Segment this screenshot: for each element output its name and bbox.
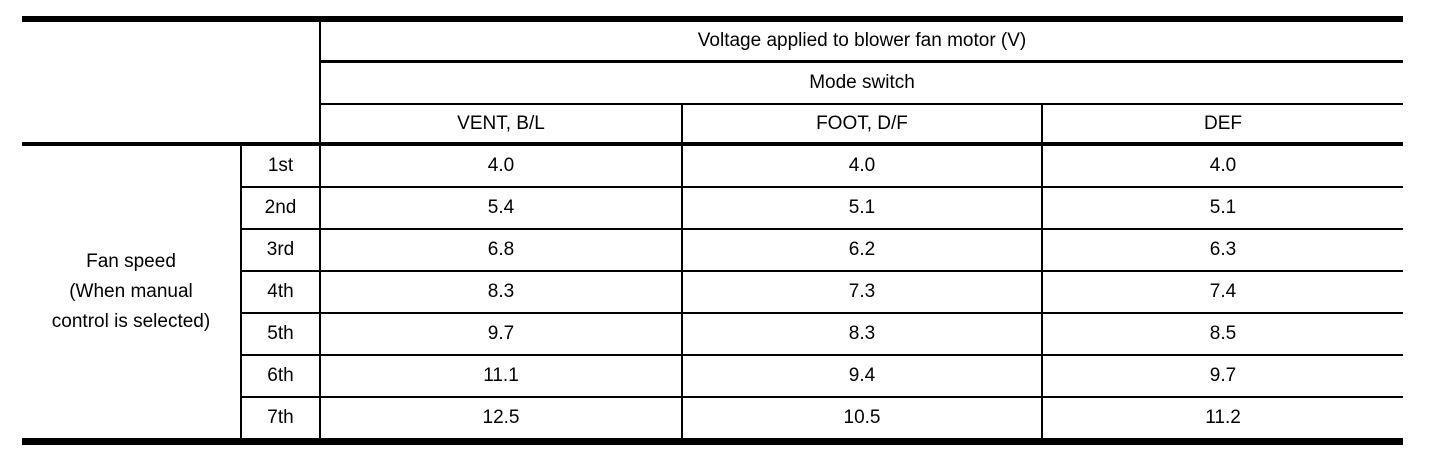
value-cell-vent: 11.1	[320, 355, 683, 398]
table-row-7th: 7th 12.5 10.5 11.2	[22, 397, 1404, 442]
table-title-cell: Voltage applied to blower fan motor (V)	[320, 19, 1404, 63]
header-row-title: Voltage applied to blower fan motor (V)	[22, 19, 1404, 146]
header-row-mode-columns: VENT, B/L FOOT, D/F DEF	[22, 104, 1404, 146]
speed-label-cell: 2nd	[241, 187, 321, 230]
row-group-label-line: Fan speed	[86, 251, 176, 272]
blower-fan-voltage-table: Voltage applied to blower fan motor (V) …	[22, 16, 1404, 445]
table-row-2nd: 2nd 5.4 5.1 5.1	[22, 187, 1404, 230]
speed-label-cell: 7th	[241, 397, 321, 442]
value-cell-vent: 8.3	[320, 271, 683, 314]
speed-label-cell: 4th	[241, 271, 321, 314]
value-cell-def: 4.0	[1042, 144, 1404, 188]
value-cell-def: 9.7	[1042, 355, 1404, 398]
value-cell-foot: 10.5	[682, 397, 1043, 442]
row-group-label: Fan speed (When manual control is select…	[22, 144, 242, 443]
value-cell-def: 11.2	[1042, 397, 1404, 442]
value-cell-vent: 6.8	[320, 229, 683, 272]
value-cell-vent: 9.7	[320, 313, 683, 356]
column-header-def: DEF	[1042, 104, 1404, 146]
speed-label-cell: 5th	[241, 313, 321, 356]
mode-switch-header-cell: Mode switch	[320, 61, 1404, 105]
value-cell-vent: 5.4	[320, 187, 683, 230]
table-row-6th: 6th 11.1 9.4 9.7	[22, 355, 1404, 398]
corner-blank-cell	[22, 19, 321, 146]
value-cell-def: 6.3	[1042, 229, 1404, 272]
column-header-foot-df: FOOT, D/F	[682, 104, 1043, 146]
table-row-4th: 4th 8.3 7.3 7.4	[22, 271, 1404, 314]
row-group-label-line: control is selected)	[51, 311, 211, 332]
value-cell-foot: 8.3	[682, 313, 1043, 356]
row-group-label-line: (When manual	[69, 281, 193, 302]
table-row-1st: Fan speed (When manual control is select…	[22, 144, 1404, 443]
value-cell-foot: 7.3	[682, 271, 1043, 314]
value-cell-vent: 4.0	[320, 144, 683, 188]
table-row-3rd: 3rd 6.8 6.2 6.3	[22, 229, 1404, 272]
value-cell-def: 7.4	[1042, 271, 1404, 314]
value-cell-def: 8.5	[1042, 313, 1404, 356]
table-row-5th: 5th 9.7 8.3 8.5	[22, 313, 1404, 356]
speed-label-cell: 6th	[241, 355, 321, 398]
header-row-mode-switch: Mode switch	[22, 61, 1404, 105]
speed-label-cell: 1st	[241, 144, 321, 188]
value-cell-foot: 4.0	[682, 144, 1043, 188]
column-header-vent-bl: VENT, B/L	[320, 104, 683, 146]
value-cell-foot: 9.4	[682, 355, 1043, 398]
value-cell-foot: 5.1	[682, 187, 1043, 230]
value-cell-vent: 12.5	[320, 397, 683, 442]
speed-label-cell: 3rd	[241, 229, 321, 272]
value-cell-def: 5.1	[1042, 187, 1404, 230]
value-cell-foot: 6.2	[682, 229, 1043, 272]
